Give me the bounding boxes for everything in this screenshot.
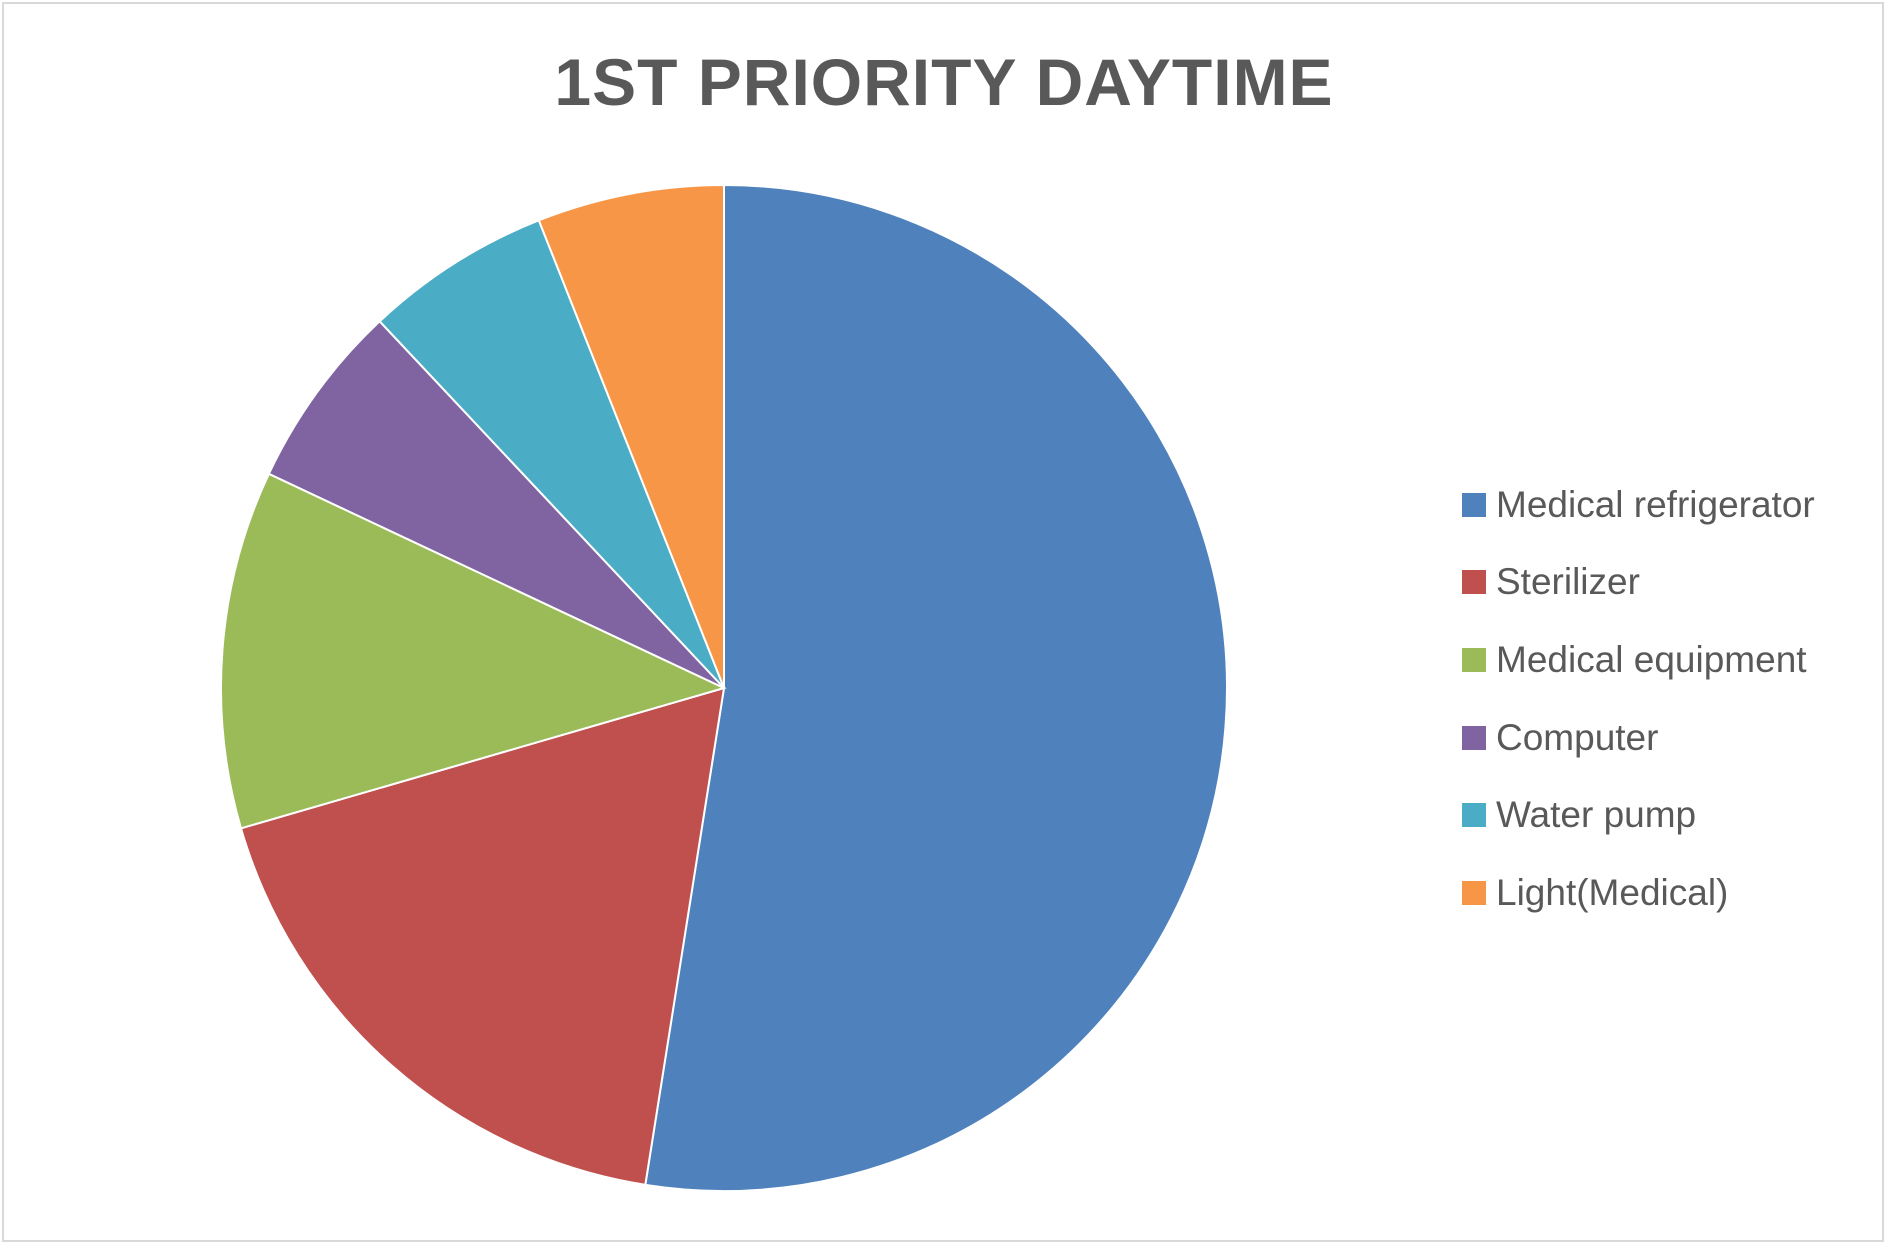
legend-swatch [1462, 880, 1486, 905]
legend-label: Sterilizer [1496, 561, 1640, 603]
legend-swatch [1462, 647, 1486, 672]
chart-title: 1ST PRIORITY DAYTIME [554, 45, 1334, 119]
legend-label: Medical equipment [1496, 638, 1807, 680]
legend-item: Water pump [1462, 776, 1862, 854]
legend-label: Water pump [1496, 794, 1697, 836]
pie-slice-medical-refrigerator [644, 183, 1228, 1192]
pie-slices [220, 183, 1228, 1192]
pie-slice-water-pump [378, 219, 725, 689]
legend-swatch [1462, 570, 1486, 595]
legend-swatch [1462, 803, 1486, 828]
legend-item: Computer [1462, 699, 1862, 777]
legend-item: Medical refrigerator [1462, 466, 1862, 544]
legend-swatch [1462, 492, 1486, 517]
legend-item: Medical equipment [1462, 621, 1862, 699]
legend-label: Medical refrigerator [1496, 483, 1815, 525]
legend-label: Computer [1496, 716, 1659, 758]
pie-slice-sterilizer [239, 686, 726, 1186]
pie-slice-medical-equipment [220, 472, 727, 830]
legend-label: Light(Medical) [1496, 871, 1729, 913]
legend: Medical refrigerator Sterilizer Medical … [1462, 466, 1862, 932]
legend-swatch [1462, 725, 1486, 750]
legend-item: Sterilizer [1462, 544, 1862, 622]
pie-slice-light-medical [537, 183, 725, 689]
legend-item: Light(Medical) [1462, 854, 1862, 932]
pie-slice-computer [267, 319, 725, 689]
